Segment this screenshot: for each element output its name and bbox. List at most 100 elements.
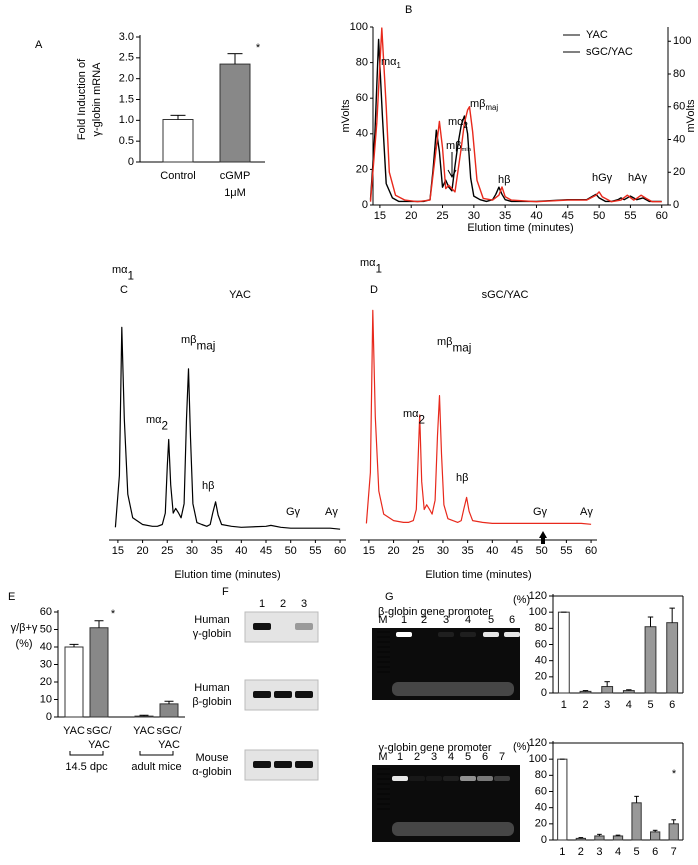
lane-label: M xyxy=(378,751,387,763)
annotation: Gγ xyxy=(286,506,301,518)
y-tick-label: 20 xyxy=(40,676,52,688)
gel-smear xyxy=(392,682,514,696)
bar xyxy=(557,758,568,841)
y-tick-label: 40 xyxy=(356,128,368,140)
x-tick-label: YAC xyxy=(63,725,85,737)
y-axis-label: γ-globin mRNA xyxy=(91,62,103,137)
x-axis-label: Elution time (minutes) xyxy=(425,569,531,581)
gel-band xyxy=(438,632,454,637)
x-tick-label: YAC xyxy=(88,739,110,751)
x-tick-label: 15 xyxy=(374,210,386,222)
y-axis-label: (%) xyxy=(15,638,32,650)
annotation-subscript: 2 xyxy=(162,419,169,432)
annotation: mα2 xyxy=(403,408,425,426)
arrow xyxy=(447,152,457,179)
y-tick-label: 40 xyxy=(40,641,52,653)
y-tick-label: 10 xyxy=(40,693,52,705)
bar xyxy=(64,646,84,718)
x-tick-label: 25 xyxy=(161,545,173,557)
bar xyxy=(644,626,657,694)
y-tick-label: 1.5 xyxy=(119,93,134,105)
x-tick-label: YAC xyxy=(158,739,180,751)
annotation: mα1 xyxy=(112,264,134,282)
x-tick-label: 50 xyxy=(536,545,548,557)
y-axis-label: Fold Induction of xyxy=(76,58,88,140)
y-tick-label: 20 xyxy=(535,671,547,683)
x-tick-label: 25 xyxy=(436,210,448,222)
annotation: Gγ xyxy=(533,506,548,518)
series-line xyxy=(369,27,662,203)
annotation: mα2 xyxy=(146,414,168,432)
annotation-subscript: maj xyxy=(453,341,472,354)
lane-label: 6 xyxy=(509,614,515,626)
y-tick-label: 30 xyxy=(40,658,52,670)
blot-title: γ-globin gene promoter xyxy=(378,742,491,754)
gel-band xyxy=(274,691,292,698)
y2-tick-label: 20 xyxy=(673,166,685,178)
x-tick-label: 30 xyxy=(468,210,480,222)
panel-letter: D xyxy=(370,284,378,296)
x-tick-label: 40 xyxy=(486,545,498,557)
annotation: mα1 xyxy=(360,257,382,275)
y-tick-label: 0 xyxy=(46,711,52,723)
y-tick-label: 0 xyxy=(541,687,547,699)
lane-label: 3 xyxy=(443,614,449,626)
lane-label: 6 xyxy=(482,751,488,763)
x-tick-label: 2 xyxy=(578,846,584,858)
y-tick-label: 2.5 xyxy=(119,52,134,64)
gel-band xyxy=(396,632,412,637)
x-tick-label: 35 xyxy=(462,545,474,557)
bar xyxy=(134,715,154,718)
bar xyxy=(575,837,587,841)
y-tick-label: 60 xyxy=(356,92,368,104)
x-tick-label: 4 xyxy=(615,846,621,858)
y-axis-label: (%) xyxy=(513,594,530,606)
panel-letter: G xyxy=(385,591,394,603)
y2-tick-label: 40 xyxy=(673,133,685,145)
x-tick-label: 35 xyxy=(499,210,511,222)
x-tick-label: 45 xyxy=(562,210,574,222)
bar xyxy=(631,802,642,841)
x-tick-label: 30 xyxy=(186,545,198,557)
gel-band xyxy=(494,776,510,781)
gel-band xyxy=(392,776,408,781)
x-tick-label: 50 xyxy=(285,545,297,557)
x-tick-label: Control xyxy=(160,170,195,182)
x-tick-label: 5 xyxy=(634,846,640,858)
x-tick-label: 3 xyxy=(596,846,602,858)
y-tick-label: 1.0 xyxy=(119,114,134,126)
annotation: hβ xyxy=(456,472,468,484)
x-tick-label: 55 xyxy=(309,545,321,557)
y2-tick-label: 80 xyxy=(673,68,685,80)
y-tick-label: 80 xyxy=(356,57,368,69)
x-tick-label: 45 xyxy=(511,545,523,557)
gel-band xyxy=(253,691,271,698)
lane-label: 1 xyxy=(397,751,403,763)
chart-title: sGC/YAC xyxy=(482,289,529,301)
annotation-subscript: 1 xyxy=(376,262,383,275)
gel-band xyxy=(477,776,493,781)
blot-title: β-globin gene promoter xyxy=(378,606,492,618)
annotation-subscript: maj xyxy=(197,339,216,352)
x-tick-label: 20 xyxy=(387,545,399,557)
annotation: hAγ xyxy=(628,172,647,184)
row-label: α-globin xyxy=(192,766,231,778)
annotation-subscript: 2 xyxy=(464,121,468,130)
chart-title: YAC xyxy=(229,289,251,301)
annotation: Aγ xyxy=(325,506,338,518)
lane-label: 3 xyxy=(301,598,307,610)
row-label: γ-globin xyxy=(193,628,232,640)
annotation: mβmaj xyxy=(470,98,498,112)
y-tick-label: 100 xyxy=(350,21,368,33)
x-tick-label: 55 xyxy=(560,545,572,557)
y-tick-label: 40 xyxy=(535,802,547,814)
bar xyxy=(668,823,679,841)
gel-band xyxy=(460,776,476,781)
y-axis-label: γ/β+γ xyxy=(11,622,38,634)
arrow xyxy=(539,531,547,544)
annotation: mα2 xyxy=(448,116,468,130)
panel-letter: F xyxy=(222,586,229,598)
annotation: hGγ xyxy=(592,172,613,184)
x-tick-label: 1μM xyxy=(224,187,246,199)
